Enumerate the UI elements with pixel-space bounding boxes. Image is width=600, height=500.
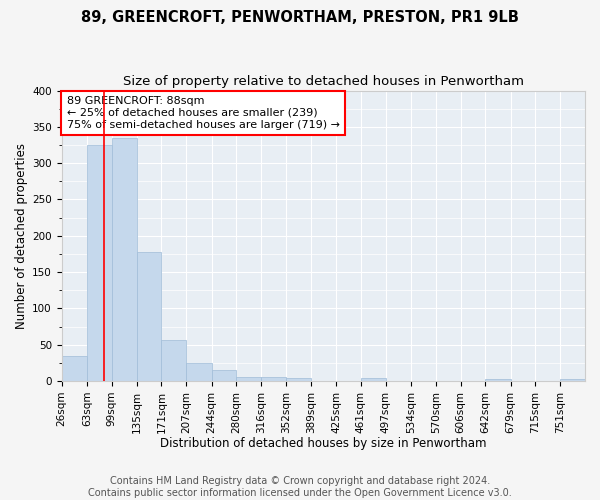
Bar	[485, 379, 511, 381]
Bar	[186, 363, 212, 381]
Title: Size of property relative to detached houses in Penwortham: Size of property relative to detached ho…	[123, 75, 524, 88]
Bar	[286, 378, 311, 381]
Bar	[161, 340, 186, 381]
Bar	[212, 370, 236, 381]
Bar	[62, 356, 87, 381]
Text: 89 GREENCROFT: 88sqm
← 25% of detached houses are smaller (239)
75% of semi-deta: 89 GREENCROFT: 88sqm ← 25% of detached h…	[67, 96, 340, 130]
Bar	[87, 145, 112, 381]
X-axis label: Distribution of detached houses by size in Penwortham: Distribution of detached houses by size …	[160, 437, 487, 450]
Bar	[137, 252, 161, 381]
Bar	[236, 378, 261, 381]
Text: Contains HM Land Registry data © Crown copyright and database right 2024.
Contai: Contains HM Land Registry data © Crown c…	[88, 476, 512, 498]
Bar	[361, 378, 386, 381]
Y-axis label: Number of detached properties: Number of detached properties	[15, 143, 28, 329]
Bar	[560, 379, 585, 381]
Bar	[112, 138, 137, 381]
Text: 89, GREENCROFT, PENWORTHAM, PRESTON, PR1 9LB: 89, GREENCROFT, PENWORTHAM, PRESTON, PR1…	[81, 10, 519, 25]
Bar	[261, 378, 286, 381]
